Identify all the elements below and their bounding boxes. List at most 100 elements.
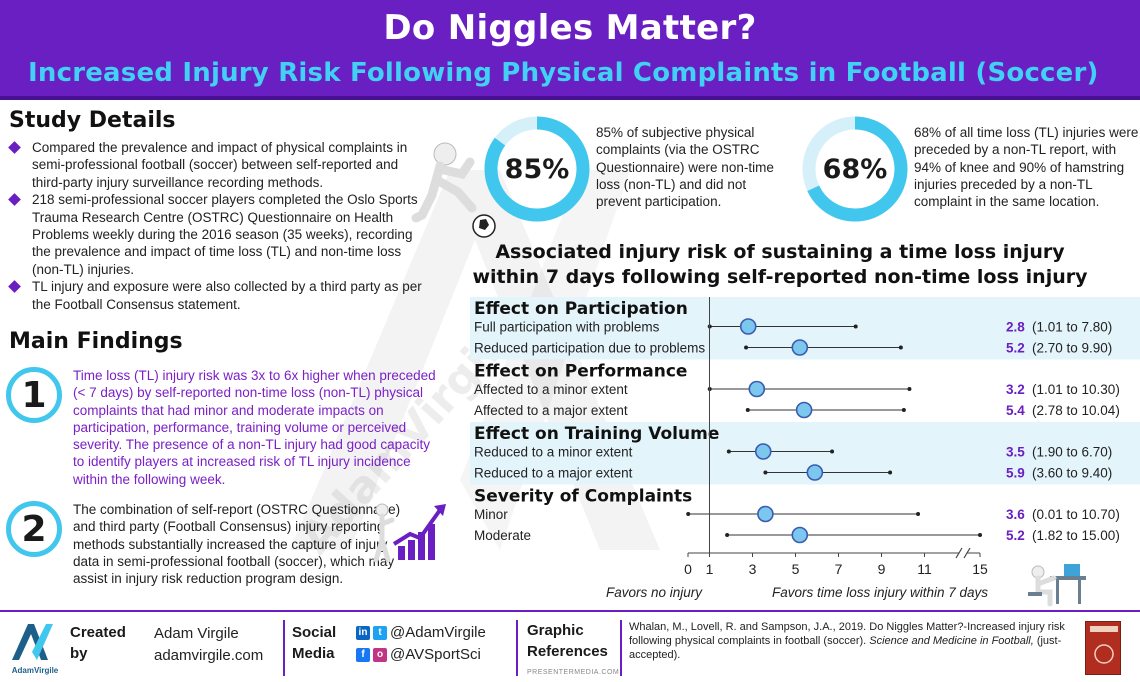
ci-upper-cap (898, 345, 903, 350)
estimate-value: 3.6 (1006, 507, 1025, 522)
instagram-icon: o (373, 647, 387, 662)
percent-donut: 68% (802, 116, 908, 222)
twitter-icon: t (373, 625, 387, 640)
soccer-player-icon (411, 142, 496, 238)
donut-value: 68% (823, 154, 888, 185)
finding-number-badge: 2 (6, 501, 62, 557)
point-estimate (795, 401, 813, 419)
x-tick-label: 5 (792, 561, 800, 577)
social-handle-link[interactable]: @AdamVirgile (390, 624, 486, 641)
footer-divider (620, 620, 622, 676)
estimate-value: 5.9 (1006, 466, 1025, 481)
donut-fill (802, 116, 908, 222)
point-estimate (791, 526, 809, 544)
row-label: Reduced to a minor extent (474, 445, 633, 460)
list-item: Compared the prevalence and impact of ph… (8, 139, 428, 191)
row-label: Reduced participation due to problems (474, 341, 705, 356)
ci-lower-cap (725, 533, 730, 537)
ci-text: (3.60 to 9.40) (1032, 466, 1112, 481)
point-estimate (754, 443, 772, 460)
chart-title: Associated injury risk of sustaining a t… (472, 241, 1088, 288)
x-tick-label: 1 (706, 561, 714, 577)
stat-description: 68% of all time loss (TL) injuries were … (914, 125, 1139, 210)
row-label: Minor (474, 507, 508, 522)
study-details-heading: Study Details (9, 108, 176, 133)
stat-description: 85% of subjective physical complaints (v… (596, 125, 774, 210)
ci-upper-cap (978, 533, 982, 537)
ci-lower-cap (744, 345, 749, 350)
citation: Whalan, M., Lovell, R. and Sampson, J.A.… (629, 620, 1069, 662)
estimate-value: 5.4 (1006, 403, 1025, 418)
finding-number-badge: 1 (6, 367, 62, 423)
x-tick-label: 15 (972, 561, 988, 577)
group-heading: Effect on Training Volume (474, 424, 719, 444)
estimate-value: 2.8 (1006, 320, 1025, 335)
point-estimate (739, 318, 757, 335)
ci-text: (1.82 to 15.00) (1032, 528, 1120, 543)
ci-text: (1.90 to 6.70) (1032, 445, 1112, 460)
ci-upper-cap (853, 324, 858, 329)
linkedin-icon: in (356, 625, 370, 640)
row-label: Full participation with problems (474, 320, 660, 335)
list-item-text: TL injury and exposure were also collect… (32, 279, 422, 312)
row-label: Affected to a minor extent (474, 382, 628, 397)
finding-text: Time loss (TL) injury risk was 3x to 6x … (73, 368, 436, 487)
facebook-icon: f (356, 647, 370, 662)
citation-text: Whalan, M., Lovell, R. and Sampson, J.A.… (629, 621, 1065, 647)
row-label: Affected to a major extent (474, 403, 628, 418)
journal-cover-icon (1085, 621, 1121, 675)
x-tick-label: 11 (917, 561, 932, 577)
ci-text: (0.01 to 10.70) (1032, 507, 1120, 522)
donut-value: 85% (505, 154, 570, 185)
ci-upper-cap (830, 449, 835, 454)
graphic-source: PRESENTERMEDIA.COM (527, 669, 620, 676)
ci-upper-cap (901, 408, 906, 412)
estimate-value: 5.2 (1006, 341, 1025, 356)
axis-break-mark (955, 547, 963, 559)
logo-text: AdamVirgile (12, 666, 59, 675)
social-media-label: Social Media (292, 624, 337, 662)
list-item: TL injury and exposure were also collect… (8, 278, 428, 313)
x-tick-label: 3 (749, 561, 757, 577)
person-at-desk-icon (1028, 564, 1086, 607)
list-item: 218 semi-professional soccer players com… (8, 191, 428, 278)
social-row: in t @AdamVirgile (356, 624, 486, 641)
header-banner: Do Niggles Matter? Increased Injury Risk… (0, 0, 1140, 100)
finding-text: The combination of self-report (OSTRC Qu… (73, 502, 401, 587)
estimate-value: 5.2 (1006, 528, 1025, 543)
x-tick-label: 7 (835, 561, 843, 577)
footer-divider (516, 620, 518, 676)
point-estimate (748, 380, 766, 398)
x-tick-label: 9 (878, 561, 886, 577)
ci-lower-cap (763, 470, 768, 475)
graphic-references-label: Graphic References (527, 622, 608, 660)
list-item-text: Compared the prevalence and impact of ph… (32, 140, 408, 190)
x-tick-label: 0 (684, 561, 692, 577)
group-heading: Severity of Complaints (474, 487, 692, 507)
ci-text: (1.01 to 7.80) (1032, 320, 1112, 335)
citation-tail: (just-accepted). (629, 635, 1062, 661)
ci-text: (1.01 to 10.30) (1032, 382, 1120, 397)
author-website-link[interactable]: adamvirgile.com (154, 647, 264, 664)
created-by-label: Created by (70, 624, 126, 662)
ci-upper-cap (916, 512, 921, 516)
ci-text: (2.78 to 10.04) (1032, 403, 1120, 418)
group-band (470, 422, 1140, 485)
estimate-value: 3.5 (1006, 445, 1025, 460)
footer: AdamVirgile Created by Adam Virgile adam… (0, 610, 1140, 682)
social-row: f o @AVSportSci (356, 646, 481, 663)
group-heading: Effect on Participation (474, 299, 688, 319)
growth-chart-icon (373, 503, 446, 563)
author-name: Adam Virgile (154, 625, 239, 642)
study-details-list: Compared the prevalence and impact of ph… (8, 139, 428, 313)
ci-upper-cap (907, 387, 912, 391)
page-subtitle: Increased Injury Risk Following Physical… (28, 58, 1099, 88)
author-logo: AdamVirgile (12, 624, 59, 675)
social-handle-link[interactable]: @AVSportSci (390, 646, 481, 663)
row-label: Reduced to a major extent (474, 466, 633, 481)
point-estimate (791, 339, 809, 356)
page-title: Do Niggles Matter? (383, 8, 757, 48)
main-findings-heading: Main Findings (9, 329, 183, 354)
